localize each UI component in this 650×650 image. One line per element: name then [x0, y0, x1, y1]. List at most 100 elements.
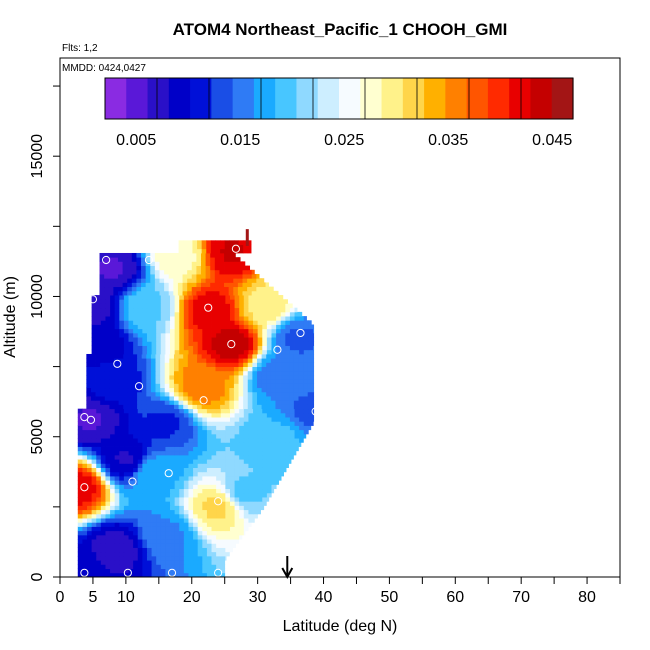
- heatmap-cell: [114, 471, 120, 477]
- heatmap-cell: [151, 433, 157, 439]
- heatmap-cell: [105, 421, 111, 426]
- heatmap-cell: [239, 295, 245, 300]
- heatmap-cell: [229, 349, 235, 355]
- heatmap-cell: [137, 349, 143, 355]
- heatmap-cell: [220, 391, 226, 397]
- heatmap-cell: [160, 476, 166, 481]
- heatmap-cell: [211, 324, 217, 330]
- heatmap-cell: [193, 421, 199, 426]
- heatmap-cell: [234, 509, 240, 515]
- heatmap-cell: [202, 572, 208, 578]
- heatmap-cell: [285, 442, 291, 447]
- heatmap-cell: [225, 497, 231, 502]
- heatmap-cell: [238, 248, 244, 254]
- heatmap-cell: [239, 320, 245, 325]
- heatmap-cell: [82, 530, 88, 536]
- heatmap-cell: [119, 442, 125, 447]
- heatmap-cell: [179, 412, 185, 418]
- heatmap-cell: [145, 269, 151, 275]
- heatmap-cell: [174, 349, 180, 355]
- heatmap-cell: [211, 555, 217, 561]
- heatmap-cell: [220, 484, 226, 490]
- heatmap-cell: [276, 421, 282, 426]
- heatmap-cell: [100, 539, 106, 544]
- heatmap-cell: [233, 252, 236, 258]
- heatmap-cell: [183, 446, 189, 452]
- heatmap-cell: [312, 341, 315, 346]
- heatmap-cell: [200, 274, 206, 279]
- heatmap-cell: [284, 375, 290, 380]
- heatmap-cell: [128, 526, 134, 532]
- heatmap-cell: [197, 248, 203, 254]
- heatmap-cell: [257, 349, 263, 355]
- heatmap-cell: [211, 518, 217, 523]
- heatmap-cell: [183, 433, 189, 439]
- heatmap-cell: [216, 551, 222, 557]
- heatmap-cell: [156, 568, 162, 574]
- heatmap-cell: [256, 274, 260, 279]
- heatmap-cell: [145, 257, 151, 262]
- heatmap-cell: [248, 328, 254, 334]
- heatmap-cell: [253, 459, 259, 464]
- heatmap-cell: [253, 299, 259, 304]
- heatmap-cell: [160, 442, 166, 447]
- heatmap-cell: [137, 492, 143, 498]
- heatmap-cell: [169, 362, 175, 367]
- heatmap-cell: [123, 463, 129, 468]
- heatmap-cell: [137, 366, 143, 372]
- heatmap-cell: [87, 408, 93, 414]
- heatmap-cell: [178, 240, 184, 245]
- heatmap-cell: [266, 404, 272, 410]
- heatmap-cell: [270, 358, 276, 363]
- heatmap-cell: [100, 370, 106, 376]
- heatmap-cell: [77, 509, 83, 515]
- heatmap-cell: [100, 442, 106, 447]
- heatmap-cell: [242, 265, 248, 271]
- heatmap-cell: [128, 332, 134, 338]
- heatmap-cell: [114, 417, 120, 422]
- heatmap-cell: [128, 543, 134, 548]
- heatmap-cell: [119, 459, 125, 464]
- heatmap-cell: [257, 450, 263, 456]
- heatmap-cell: [294, 408, 300, 414]
- heatmap-cell: [168, 261, 174, 266]
- heatmap-cell: [127, 261, 133, 266]
- heatmap-cell: [82, 555, 88, 561]
- heatmap-cell: [220, 248, 226, 254]
- heatmap-cell: [248, 345, 254, 351]
- heatmap-cell: [253, 324, 259, 330]
- heatmap-cell: [229, 341, 235, 346]
- heatmap-cell: [197, 547, 203, 553]
- heatmap-cell: [137, 560, 143, 565]
- heatmap-cell: [251, 269, 255, 275]
- heatmap-cell: [289, 303, 293, 309]
- heatmap-cell: [200, 261, 206, 266]
- heatmap-cell: [159, 257, 165, 262]
- heatmap-cell: [201, 400, 207, 405]
- heatmap-cell: [133, 534, 139, 540]
- heatmap-cell: [114, 421, 120, 426]
- heatmap-cell: [256, 404, 262, 410]
- heatmap-cell: [200, 257, 206, 262]
- heatmap-cell: [170, 316, 176, 321]
- heatmap-cell: [307, 387, 313, 393]
- heatmap-cell: [165, 446, 171, 452]
- heatmap-cell: [243, 522, 249, 527]
- heatmap-cell: [91, 446, 97, 452]
- heatmap-cell: [91, 328, 97, 334]
- heatmap-cell: [197, 467, 203, 473]
- heatmap-cell: [294, 349, 300, 355]
- heatmap-cell: [128, 560, 134, 565]
- heatmap-cell: [110, 446, 116, 452]
- heatmap-cell: [224, 261, 230, 266]
- heatmap-cell: [252, 366, 258, 372]
- heatmap-cell: [164, 404, 170, 410]
- heatmap-cell: [95, 383, 101, 389]
- heatmap-cell: [119, 438, 125, 443]
- heatmap-cell: [237, 261, 243, 266]
- heatmap-cell: [201, 358, 207, 363]
- heatmap-cell: [239, 345, 245, 351]
- heatmap-cell: [114, 379, 120, 384]
- heatmap-cell: [110, 551, 116, 557]
- heatmap-cell: [128, 345, 134, 351]
